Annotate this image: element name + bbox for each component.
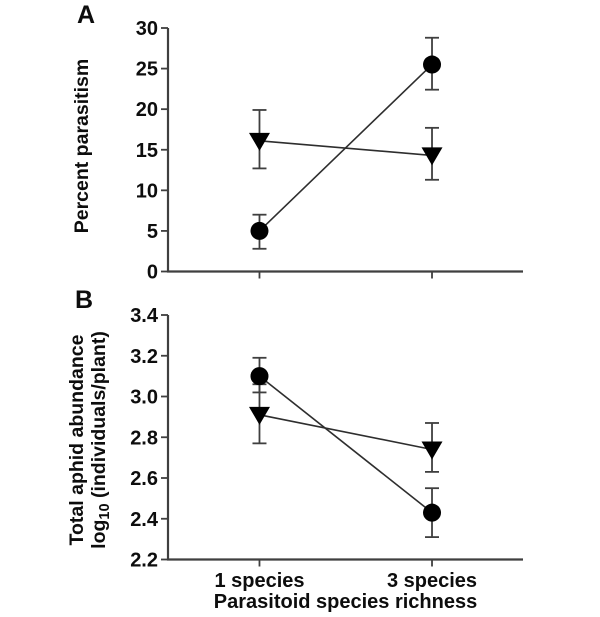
y-tick-label: 3.0 (130, 387, 158, 409)
x-tick-label-3-species: 3 species (387, 570, 477, 592)
y-tick-label: 25 (136, 59, 158, 81)
triangle-down-marker (421, 441, 443, 460)
y-tick-label: 30 (136, 18, 158, 40)
panel-b: B Total aphid abundance log10 (individuals… (66, 286, 523, 613)
y-tick-label: 10 (136, 180, 158, 202)
x-tick-label-1-species: 1 species (214, 570, 304, 592)
circle-marker (423, 503, 442, 522)
panel-label-a: A (77, 1, 95, 29)
panel-a-y-axis-title-line1: Percent parasitism (71, 59, 93, 234)
panel-a-axes (166, 28, 523, 273)
series-line-filled-triangle-down (259, 414, 433, 451)
y-tick-label: 3.4 (130, 305, 159, 327)
y-tick-label: 3.2 (130, 346, 158, 368)
panel-b-y-axis-title-line2: log10 (individuals/plant) (88, 331, 113, 549)
x-axis-title: Parasitoid species richness (214, 591, 477, 612)
triangle-down-marker (248, 132, 270, 151)
y-tick-label: 2.2 (130, 550, 158, 572)
series-line-filled-triangle-down (259, 140, 433, 157)
panel-b-axes (166, 315, 523, 561)
y-tick-label: 2.4 (130, 509, 159, 531)
panel-b-y-axis-title-line1: Total aphid abundance (66, 334, 88, 545)
circle-marker (250, 367, 269, 386)
y-axis-title-segment: log (88, 520, 110, 549)
triangle-down-marker (421, 147, 443, 166)
y-tick-label: 20 (136, 99, 158, 121)
panel-label-b: B (75, 286, 93, 314)
y-tick-label: 2.8 (130, 427, 158, 449)
triangle-down-marker (248, 406, 270, 425)
y-axis-title-segment: Percent parasitism (71, 59, 93, 234)
panel-a: A Percent parasitism 0 5 10 15 20 25 30 (71, 1, 523, 284)
y-tick-label: 15 (136, 140, 158, 162)
y-tick-label: 0 (147, 262, 158, 284)
y-tick-label: 2.6 (130, 468, 158, 490)
circle-marker (250, 221, 269, 240)
y-axis-title-segment: Total aphid abundance (66, 334, 88, 545)
circle-marker (423, 55, 442, 74)
y-axis-title-segment: 10 (97, 503, 113, 519)
series-line-filled-circle (258, 375, 433, 514)
y-tick-label: 5 (147, 221, 158, 243)
y-axis-title-segment: (individuals/plant) (88, 331, 110, 503)
